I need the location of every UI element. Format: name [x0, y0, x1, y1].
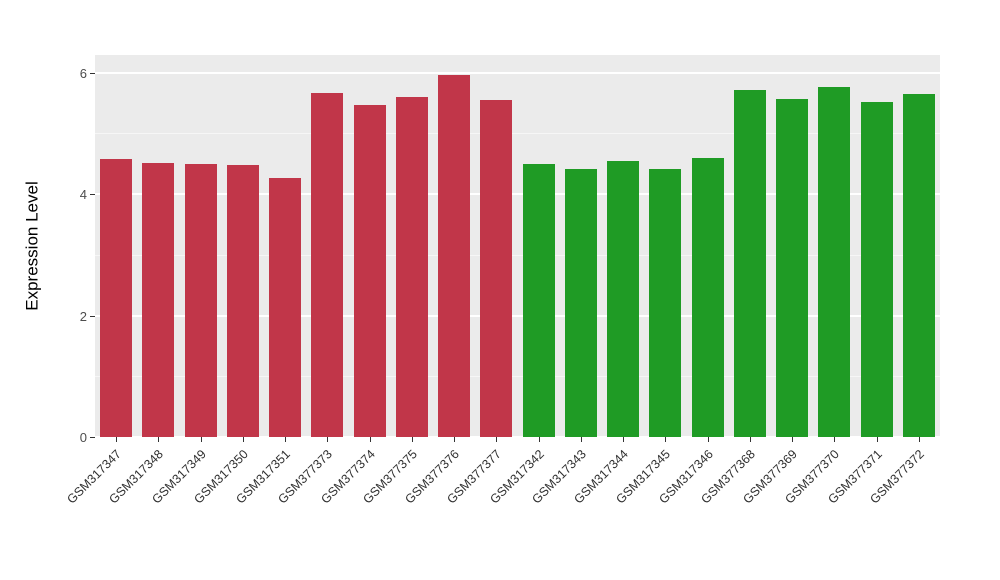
x-tick-label: GSM377370 — [782, 447, 843, 507]
bar — [480, 100, 513, 437]
bar — [522, 164, 555, 437]
bar — [100, 159, 133, 437]
bar — [142, 162, 175, 437]
x-tick-label: GSM317345 — [613, 447, 674, 507]
x-tick-mark — [918, 437, 920, 442]
y-axis-title: Expression Level — [22, 55, 44, 437]
bar — [311, 92, 344, 437]
x-tick-mark — [327, 437, 329, 442]
bar — [353, 104, 386, 437]
bar — [860, 102, 893, 437]
x-tick-mark — [665, 437, 667, 442]
x-tick-label: GSM377373 — [275, 447, 336, 507]
bar — [607, 160, 640, 437]
gridline-major — [95, 72, 940, 75]
x-tick-mark — [116, 437, 118, 442]
gridline-major — [95, 193, 940, 196]
y-axis-ticks: 0 2 4 6 — [47, 55, 95, 444]
x-tick-label: GSM377377 — [444, 447, 505, 507]
y-tick-label: 4 — [79, 187, 87, 203]
x-tick-mark — [496, 437, 498, 442]
x-tick-mark — [792, 437, 794, 442]
x-tick-mark — [707, 437, 709, 442]
y-tick-label: 6 — [79, 66, 87, 82]
bar — [902, 93, 935, 437]
x-tick-mark — [834, 437, 836, 442]
y-tick-label: 0 — [79, 430, 87, 445]
bar — [733, 89, 766, 437]
bar — [226, 165, 259, 437]
plot-panel — [95, 55, 940, 438]
y-tick-label: 2 — [79, 308, 87, 324]
bar — [438, 75, 471, 437]
gridline-minor — [95, 254, 940, 256]
y-axis-title-text: Expression Level — [23, 181, 42, 311]
bar — [649, 169, 682, 437]
x-tick-mark — [200, 437, 202, 442]
x-tick-mark — [454, 437, 456, 442]
y-tick-mark — [90, 73, 95, 75]
bar — [184, 164, 217, 437]
y-tick-mark — [90, 194, 95, 196]
x-tick-mark — [538, 437, 540, 442]
x-tick-label: GSM377372 — [867, 447, 927, 507]
x-tick-mark — [242, 437, 244, 442]
x-tick-mark — [369, 437, 371, 442]
x-tick-mark — [285, 437, 287, 442]
bar — [564, 169, 597, 437]
gridline-minor — [95, 375, 940, 377]
x-tick-mark — [623, 437, 625, 442]
bar — [395, 97, 428, 437]
bar — [691, 158, 724, 437]
x-tick-mark — [580, 437, 582, 442]
y-tick-mark — [90, 437, 95, 438]
bar — [818, 86, 851, 437]
bar — [776, 99, 809, 437]
x-tick-mark — [411, 437, 413, 442]
x-tick-mark — [876, 437, 878, 442]
x-tick-label: GSM317348 — [106, 447, 167, 507]
x-axis: GSM317347 GSM317348 GSM317349 GSM317350 GSM3… — [64, 437, 940, 557]
x-tick-mark — [749, 437, 751, 442]
bar — [269, 178, 302, 437]
gridline-minor — [95, 133, 940, 135]
gridline-major — [95, 436, 940, 438]
y-tick-mark — [90, 315, 95, 317]
x-tick-mark — [158, 437, 160, 442]
gridline-major — [95, 314, 940, 317]
